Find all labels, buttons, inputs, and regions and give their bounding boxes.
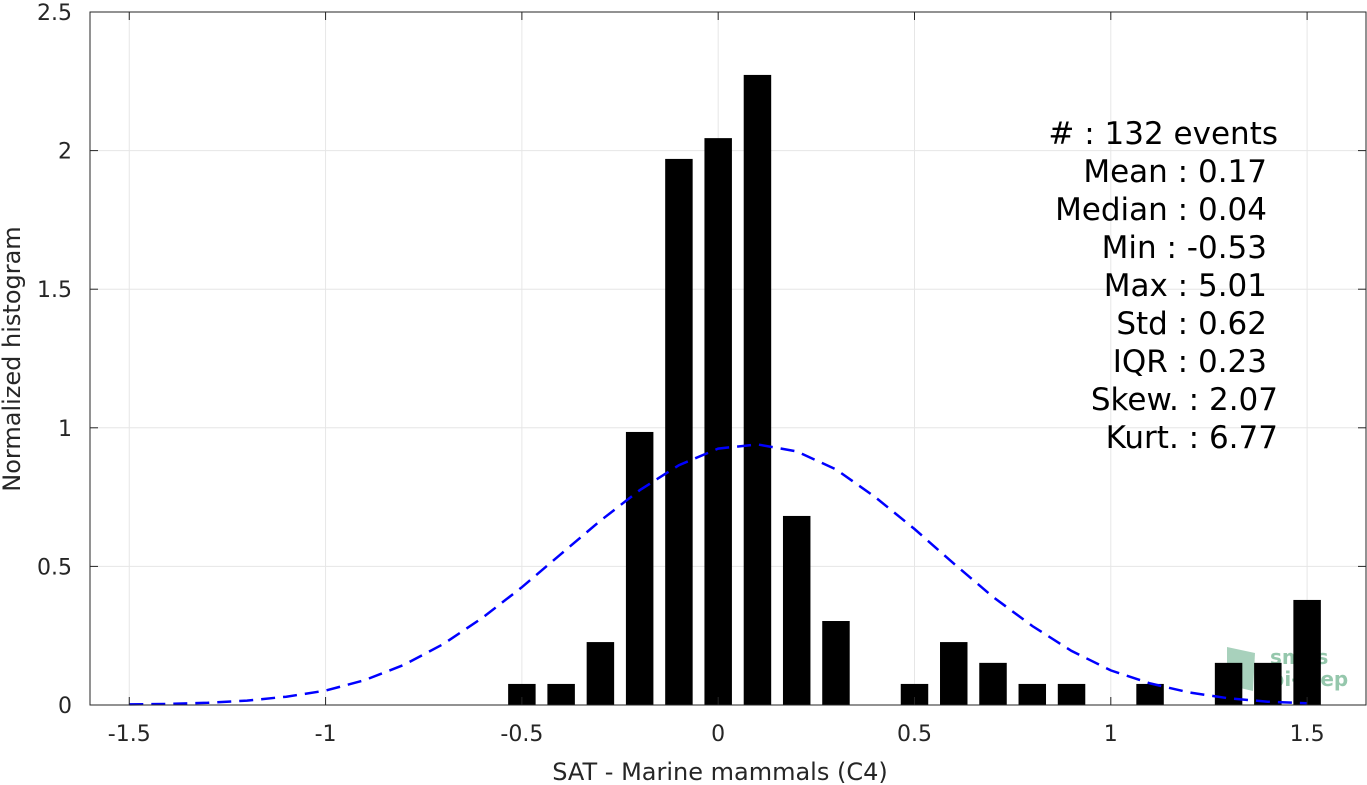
- histogram-bar: [704, 138, 732, 706]
- x-tick-label: -1: [315, 722, 337, 747]
- x-tick-label: -1.5: [108, 722, 151, 747]
- histogram-bar: [586, 642, 615, 705]
- histogram-bar: [822, 621, 850, 705]
- y-tick-label: 1.5: [37, 278, 72, 303]
- histogram-bar: [940, 642, 968, 705]
- tick-labels: -1.5 -1 -0.5 0 0.5 1 1.5 0 0.5 1 1.5 2 2.5: [37, 1, 1325, 747]
- y-tick-label: 0.5: [37, 555, 72, 580]
- plot-axes: [89, 11, 1367, 706]
- stat-line: Min : -0.53: [1102, 230, 1267, 266]
- x-tick-label: 1: [1104, 722, 1118, 747]
- y-tick-label: 1: [58, 417, 72, 442]
- x-axis-title: SAT - Marine mammals (C4): [552, 758, 887, 785]
- y-tick-label: 0: [58, 694, 72, 719]
- stat-line: # : 132 events: [1048, 116, 1278, 152]
- x-tick-label: 0.5: [897, 722, 932, 747]
- histogram-bar: [1254, 662, 1282, 705]
- y-tick-label: 2: [58, 140, 72, 165]
- x-tick-label: 1.5: [1290, 722, 1325, 747]
- histogram-bar: [1018, 683, 1047, 705]
- histogram-bar: [665, 158, 693, 705]
- x-tick-label: -0.5: [500, 722, 543, 747]
- normal-fit-curve-line: [129, 443, 1308, 706]
- x-tick-label: 0: [711, 722, 725, 747]
- histogram-bar: [1057, 683, 1086, 705]
- stat-line: Kurt. : 6.77: [1106, 420, 1278, 456]
- stat-line: Max : 5.01: [1104, 268, 1267, 304]
- stat-line: Median : 0.04: [1055, 192, 1267, 228]
- stat-line: Mean : 0.17: [1083, 154, 1267, 190]
- histogram-bar: [1136, 683, 1164, 705]
- histogram-bar: [782, 515, 811, 705]
- normal-fit-curve: [129, 443, 1308, 706]
- histogram-bar: [625, 431, 654, 705]
- histogram-bar: [547, 683, 575, 705]
- stat-line: Skew. : 2.07: [1091, 382, 1278, 418]
- histogram-bar: [979, 662, 1007, 705]
- plot-frame: [89, 11, 1367, 706]
- stat-line: Std : 0.62: [1116, 306, 1267, 342]
- histogram-bar: [508, 683, 536, 705]
- histogram-bar: [743, 74, 772, 706]
- y-axis-title: Normalized histogram: [0, 226, 26, 491]
- stat-line: IQR : 0.23: [1113, 344, 1267, 380]
- histogram-bar: [1293, 599, 1321, 705]
- y-tick-label: 2.5: [37, 1, 72, 26]
- histogram-bar: [900, 683, 929, 705]
